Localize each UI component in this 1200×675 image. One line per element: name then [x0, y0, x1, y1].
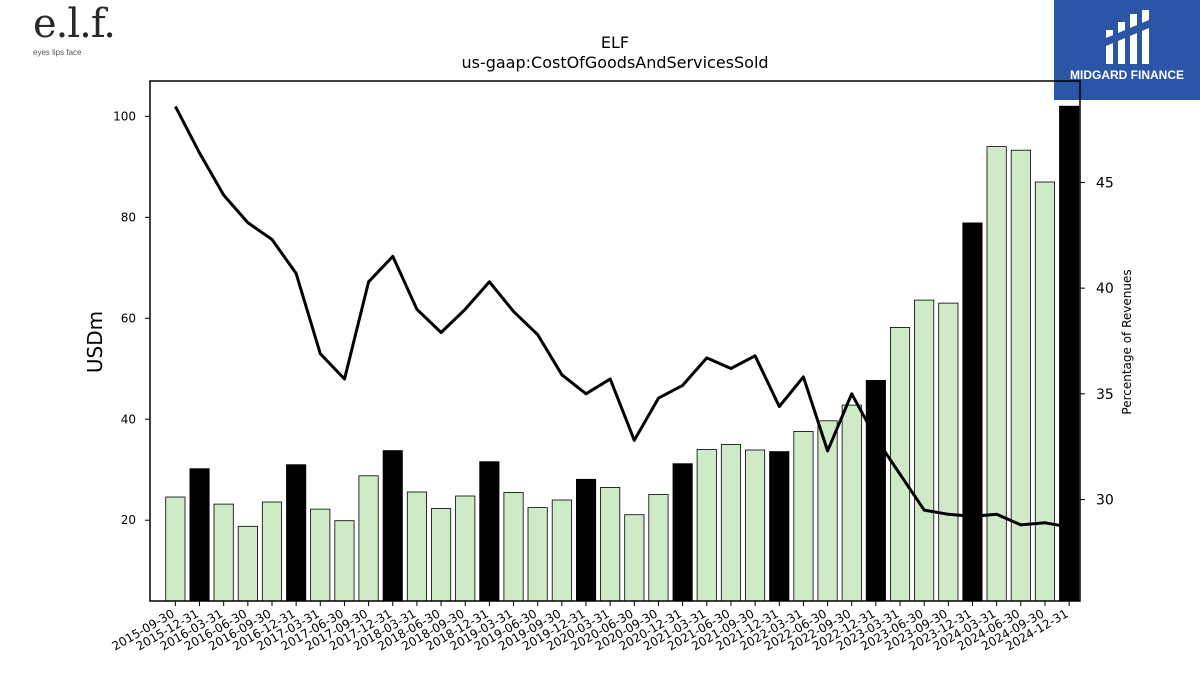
bar [551, 499, 572, 602]
plot-frame [149, 80, 1081, 602]
bar [793, 430, 814, 602]
bar [503, 492, 524, 602]
y-tick-label: 100 [113, 109, 136, 123]
bar [189, 468, 210, 602]
bar [769, 451, 790, 602]
midgard-logo-icon [1106, 10, 1149, 64]
bar [648, 494, 669, 602]
bar [358, 475, 379, 602]
bar [430, 508, 452, 602]
y2-tick-label: 45 [1096, 175, 1114, 191]
bar [865, 379, 886, 602]
bar [1034, 181, 1056, 602]
bar [165, 496, 186, 602]
chart-subtitle: us-gaap:CostOfGoodsAndServicesSold [461, 53, 768, 72]
bar [286, 464, 307, 602]
bar [382, 450, 403, 602]
chart-title: ELF [601, 33, 629, 52]
bar [672, 463, 693, 602]
bar [576, 478, 597, 602]
y2-tick-label: 35 [1096, 387, 1114, 403]
bar [527, 507, 548, 602]
y-axis-label: USDm [83, 311, 107, 373]
elf-logo-tagline: eyes lips face [33, 48, 82, 57]
bar [600, 486, 621, 602]
bar [310, 508, 331, 602]
y-tick-label: 20 [121, 513, 136, 527]
bar [479, 461, 500, 602]
bar [261, 501, 282, 602]
midgard-logo-text: MIDGARD FINANCE [1070, 68, 1184, 82]
bar [624, 514, 645, 602]
bar [455, 495, 476, 602]
y2-tick-label: 40 [1096, 281, 1114, 297]
bar [696, 449, 717, 602]
bar [841, 404, 862, 602]
bar [213, 503, 234, 602]
midgard-finance-logo: MIDGARD FINANCE [1054, 0, 1200, 100]
bar [962, 222, 983, 602]
bar [986, 146, 1007, 602]
y2-axis-label: Percentage of Revenues [1120, 269, 1134, 414]
bar [938, 302, 959, 602]
bar [334, 520, 355, 602]
y-tick-label: 60 [121, 311, 136, 325]
bar [1010, 149, 1031, 602]
bar [237, 525, 258, 602]
y2-tick-label: 30 [1096, 493, 1114, 509]
percentage-line [174, 105, 1070, 529]
y-tick-label: 80 [121, 210, 136, 224]
bar [745, 449, 766, 602]
bar [914, 299, 935, 602]
bar [406, 491, 427, 602]
bar [720, 444, 741, 602]
y-tick-label: 40 [121, 412, 136, 426]
